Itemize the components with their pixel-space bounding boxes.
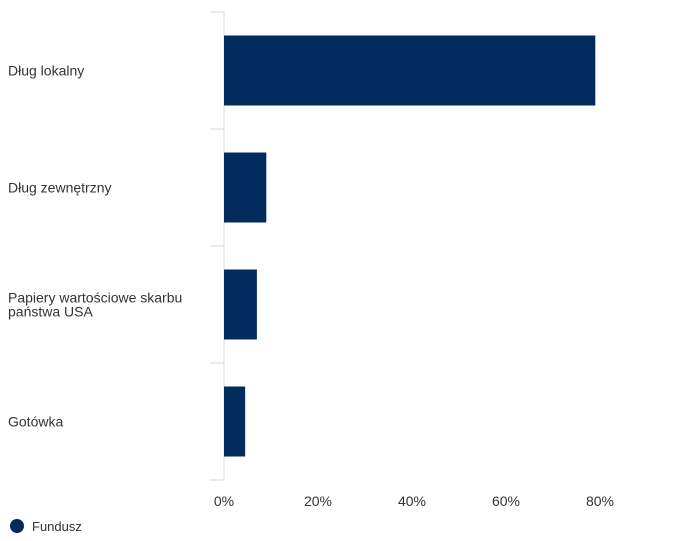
category-label-line: Papiery wartościowe skarbu <box>8 290 182 306</box>
category-label-line: Dług lokalny <box>8 63 84 79</box>
x-tick-label: 20% <box>304 493 332 509</box>
bar-1 <box>224 35 596 106</box>
x-tick-label: 60% <box>492 493 520 509</box>
bar-4 <box>224 386 246 457</box>
legend-marker <box>10 519 24 533</box>
x-tick-label: 40% <box>398 493 426 509</box>
bar-3 <box>224 269 257 340</box>
x-tick-label: 0% <box>214 493 234 509</box>
category-label-line: Gotówka <box>8 414 63 430</box>
category-label: Gotówka <box>8 414 63 430</box>
category-label: Papiery wartościowe skarbu państwa USA <box>8 290 182 320</box>
x-tick-label: 80% <box>586 493 614 509</box>
bar-2 <box>224 152 267 223</box>
category-label-line: Dług zewnętrzny <box>8 180 112 196</box>
legend-label: Fundusz <box>32 519 82 534</box>
category-label: Dług lokalny <box>8 63 84 79</box>
category-label-line: państwa USA <box>8 304 93 320</box>
category-label: Dług zewnętrzny <box>8 180 112 196</box>
